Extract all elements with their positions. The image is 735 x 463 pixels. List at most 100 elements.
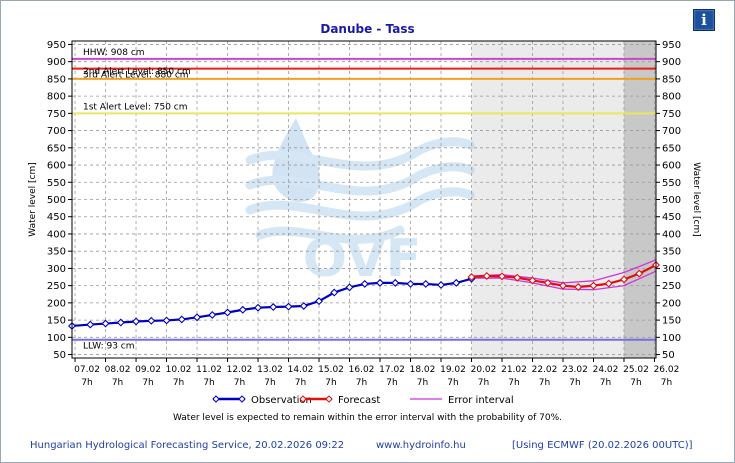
y-tick-label-left: 550 — [47, 178, 66, 189]
series-point — [345, 283, 354, 292]
series-point — [315, 297, 323, 306]
y-tick-label-left: 650 — [47, 143, 66, 154]
y-tick-label-right: 950 — [662, 40, 681, 51]
reference-label: LLW: 93 cm — [83, 342, 135, 352]
x-tick-date-label: 12.02 — [227, 365, 253, 375]
x-tick-hour-label: 7h — [203, 378, 214, 388]
y-tick-label-left: 450 — [47, 212, 66, 223]
series-point — [513, 273, 522, 282]
info-icon[interactable]: i — [693, 9, 715, 31]
series-point — [223, 308, 232, 317]
probability-note: Water level is expected to remain within… — [172, 413, 563, 423]
series-point — [193, 313, 202, 322]
legend-marker — [212, 395, 220, 403]
watermark-text: OVF — [303, 229, 422, 289]
y-tick-label-right: 450 — [662, 212, 681, 223]
x-tick-hour-label: 7h — [112, 378, 123, 388]
legend-marker — [238, 395, 246, 403]
series-point — [406, 279, 415, 288]
x-tick-date-label: 09.02 — [135, 365, 161, 375]
y-tick-label-left: 150 — [47, 316, 66, 327]
y-tick-label-left: 800 — [47, 92, 66, 103]
y-tick-label-left: 900 — [47, 57, 66, 68]
series-point — [604, 279, 613, 288]
x-tick-date-label: 08.02 — [105, 365, 131, 375]
y-tick-label-right: 800 — [662, 92, 681, 103]
series-point — [238, 305, 247, 314]
series-point — [528, 276, 537, 285]
y-tick-label-right: 850 — [662, 74, 681, 85]
x-tick-hour-label: 7h — [325, 378, 336, 388]
y-tick-label-left: 500 — [47, 195, 66, 206]
series-point — [299, 301, 308, 310]
series-point — [284, 302, 293, 311]
y-tick-label-left: 750 — [47, 109, 66, 120]
x-tick-date-label: 21.02 — [501, 365, 527, 375]
series-point — [177, 315, 186, 324]
series-point — [330, 288, 339, 297]
series-point — [360, 279, 369, 288]
watermark-wave — [245, 187, 475, 221]
x-tick-hour-label: 7h — [569, 378, 580, 388]
x-tick-date-label: 22.02 — [532, 365, 558, 375]
footer-website-link[interactable]: www.hydroinfo.hu — [376, 440, 466, 451]
y-tick-label-right: 400 — [662, 229, 681, 240]
x-tick-hour-label: 7h — [81, 378, 92, 388]
x-tick-date-label: 23.02 — [562, 365, 588, 375]
series-point — [467, 273, 476, 282]
y-tick-label-left: 50 — [53, 350, 66, 361]
y-tick-label-right: 650 — [662, 143, 681, 154]
x-tick-hour-label: 7h — [600, 378, 611, 388]
series-point — [86, 320, 95, 329]
y-axis-title-left: Water level [cm] — [28, 162, 38, 236]
x-tick-hour-label: 7h — [630, 378, 641, 388]
y-tick-label-left: 250 — [47, 281, 66, 292]
watermark-drop — [272, 118, 320, 202]
series-point — [635, 269, 644, 278]
y-tick-label-right: 50 — [662, 350, 675, 361]
series-point — [482, 272, 491, 280]
y-tick-label-right: 100 — [662, 333, 681, 344]
y-tick-label-right: 900 — [662, 57, 681, 68]
x-tick-hour-label: 7h — [539, 378, 550, 388]
y-tick-label-right: 200 — [662, 298, 681, 309]
x-tick-date-label: 20.02 — [471, 365, 497, 375]
legend-marker — [325, 395, 333, 403]
legend-marker — [299, 395, 307, 403]
x-tick-hour-label: 7h — [478, 378, 489, 388]
legend: Observation Forecast Error interval — [212, 395, 514, 406]
x-tick-date-label: 24.02 — [593, 365, 619, 375]
x-tick-date-label: 10.02 — [166, 365, 192, 375]
x-tick-date-label: 16.02 — [349, 365, 375, 375]
series-point — [269, 303, 278, 311]
y-tick-label-left: 400 — [47, 229, 66, 240]
watermark-wave — [255, 225, 405, 244]
series-point — [391, 278, 400, 287]
reference-label: 1st Alert Level: 750 cm — [83, 102, 188, 112]
extended-forecast-region — [623, 41, 656, 358]
x-tick-hour-label: 7h — [417, 378, 428, 388]
x-tick-date-label: 13.02 — [257, 365, 283, 375]
x-tick-hour-label: 7h — [234, 378, 245, 388]
series-point — [620, 275, 628, 284]
y-tick-label-left: 200 — [47, 298, 66, 309]
series-point — [498, 272, 506, 281]
y-tick-label-left: 100 — [47, 333, 66, 344]
legend-label: Observation — [251, 395, 312, 406]
y-tick-label-left: 700 — [47, 126, 66, 137]
series-point — [589, 281, 598, 290]
series-point — [574, 283, 583, 291]
series-point — [254, 303, 263, 312]
y-tick-label-right: 750 — [662, 109, 681, 120]
series-point — [559, 281, 567, 290]
x-tick-hour-label: 7h — [447, 378, 458, 388]
x-tick-date-label: 14.02 — [288, 365, 314, 375]
y-tick-label-right: 250 — [662, 281, 681, 292]
series-point — [452, 278, 461, 287]
x-tick-date-label: 15.02 — [318, 365, 344, 375]
series-point — [132, 317, 141, 326]
x-tick-date-label: 18.02 — [410, 365, 436, 375]
y-tick-label-left: 350 — [47, 247, 66, 258]
footer-credit: Hungarian Hydrological Forecasting Servi… — [30, 440, 345, 451]
ovf-watermark: OVF — [245, 118, 475, 289]
